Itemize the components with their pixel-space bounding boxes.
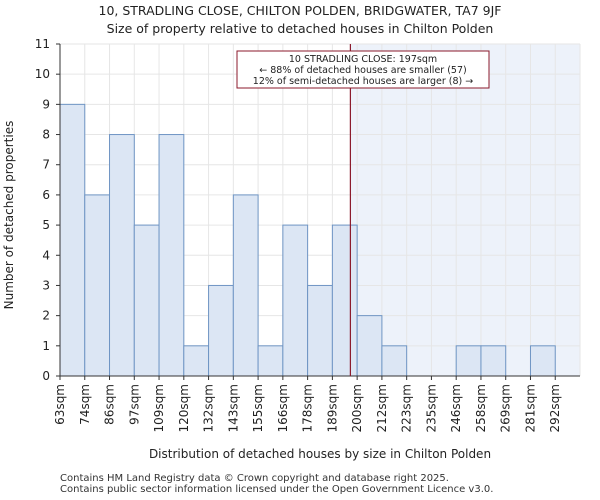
bar-246sqm xyxy=(455,345,482,377)
y-tick-label: 3 xyxy=(42,278,50,292)
annotation-line-1: 10 STRADLING CLOSE: 197sqm xyxy=(289,54,437,65)
bar-120sqm xyxy=(183,345,210,377)
footer-copyright: Contains HM Land Registry data © Crown c… xyxy=(60,473,449,484)
x-tick-label: 235sqm xyxy=(424,384,438,432)
y-tick-label: 6 xyxy=(42,188,50,202)
bar-178sqm xyxy=(307,284,333,377)
y-tick-label: 8 xyxy=(42,128,50,142)
bar-63sqm xyxy=(59,103,86,377)
x-tick-label: 223sqm xyxy=(400,384,414,432)
histogram-chart: 0 1 2 3 4 5 6 7 8 9 10 11 63sqm 74sqm 86sqm 97sqm 109sq… xyxy=(2,37,581,461)
y-tick-label: 9 xyxy=(42,97,50,111)
chart-title: 10, STRADLING CLOSE, CHILTON POLDEN, BRI… xyxy=(98,3,502,18)
y-tick-label: 10 xyxy=(35,67,50,81)
x-tick-label: 246sqm xyxy=(449,384,463,432)
x-tick-label: 132sqm xyxy=(202,384,216,432)
x-tick-label: 212sqm xyxy=(375,384,389,432)
chart-subtitle: Size of property relative to detached ho… xyxy=(106,21,494,36)
bar-212sqm xyxy=(381,345,408,377)
x-tick-label: 155sqm xyxy=(251,384,265,432)
bar-155sqm xyxy=(257,345,284,377)
y-tick-label: 1 xyxy=(42,339,50,353)
y-tick-label: 7 xyxy=(42,158,50,172)
y-tick-label: 11 xyxy=(35,37,50,51)
x-tick-label: 269sqm xyxy=(499,384,513,432)
x-tick-label: 86sqm xyxy=(103,384,117,425)
y-tick-label: 2 xyxy=(42,309,50,323)
x-tick-label: 97sqm xyxy=(127,384,141,425)
x-tick-label: 143sqm xyxy=(226,384,240,432)
bar-97sqm xyxy=(133,224,160,377)
bar-166sqm xyxy=(282,224,309,377)
x-tick-label: 178sqm xyxy=(301,384,315,432)
footer-licence: Contains public sector information licen… xyxy=(60,484,494,495)
x-tick-label: 200sqm xyxy=(350,384,364,432)
annotation-line-2: ← 88% of detached houses are smaller (57… xyxy=(259,65,466,76)
annotation-box xyxy=(236,50,490,89)
x-tick-label: 120sqm xyxy=(177,384,191,432)
y-tick-label: 4 xyxy=(42,248,50,262)
x-axis-label: Distribution of detached houses by size … xyxy=(149,447,491,461)
x-tick-label: 109sqm xyxy=(152,384,166,432)
bar-281sqm xyxy=(529,345,556,377)
bar-143sqm xyxy=(232,194,259,377)
y-tick-label: 0 xyxy=(42,369,50,383)
highlight-region xyxy=(350,44,580,376)
bar-200sqm xyxy=(356,315,383,377)
x-tick-label: 292sqm xyxy=(548,384,562,432)
x-tick-label: 166sqm xyxy=(276,384,290,432)
y-tick-label: 5 xyxy=(42,218,50,232)
x-tick-label: 281sqm xyxy=(523,384,537,432)
x-tick-label: 63sqm xyxy=(53,384,67,425)
x-tick-label: 258sqm xyxy=(474,384,488,432)
bar-86sqm xyxy=(109,134,135,377)
y-axis-label: Number of detached properties xyxy=(2,121,16,310)
bar-189sqm xyxy=(331,224,358,377)
bar-74sqm xyxy=(84,194,111,377)
annotation-line-3: 12% of semi-detached houses are larger (… xyxy=(253,76,473,87)
x-tick-label: 74sqm xyxy=(78,384,92,425)
bar-109sqm xyxy=(158,134,185,377)
bar-132sqm xyxy=(208,284,234,377)
x-tick-label: 189sqm xyxy=(325,384,339,432)
bar-258sqm xyxy=(480,345,507,377)
